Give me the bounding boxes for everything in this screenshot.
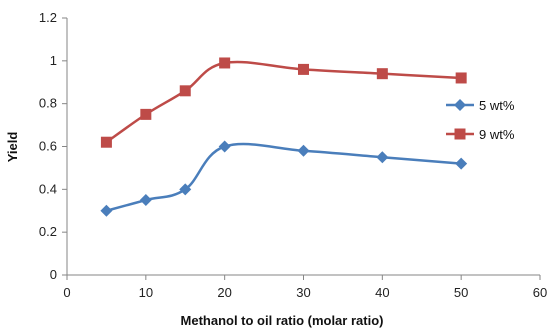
plot-area: 0 10 20 30 40 50 60 0 0.2 0.4 0.6 0.8 1 1.2 <box>39 10 547 300</box>
y-tick-label: 0.2 <box>39 224 57 239</box>
legend-item: 5 wt% <box>446 98 515 113</box>
y-tick-label: 0 <box>50 267 57 282</box>
data-point <box>218 140 231 153</box>
series-line <box>105 60 462 144</box>
x-tick-label: 0 <box>63 285 70 300</box>
x-tick-label: 40 <box>375 285 389 300</box>
y-tick-label: 1.2 <box>39 10 57 25</box>
data-point <box>179 85 191 97</box>
legend-label: 5 wt% <box>479 98 515 113</box>
data-point <box>100 136 112 148</box>
x-tick-label: 10 <box>139 285 153 300</box>
y-axis-title: Yield <box>5 132 20 163</box>
legend-item: 9 wt% <box>446 127 515 142</box>
data-point <box>219 57 231 69</box>
data-point <box>298 63 309 75</box>
data-point <box>139 194 152 207</box>
data-point <box>376 151 389 164</box>
y-tick-label: 1 <box>50 53 57 68</box>
data-point <box>140 108 152 120</box>
data-point <box>100 204 113 217</box>
x-tick-group: 0 10 20 30 40 50 60 <box>63 275 547 300</box>
data-point <box>455 72 467 84</box>
data-point <box>455 157 468 170</box>
x-tick-label: 60 <box>533 285 547 300</box>
x-tick-label: 30 <box>296 285 310 300</box>
x-tick-label: 50 <box>454 285 468 300</box>
x-axis-title: Methanol to oil ratio (molar ratio) <box>181 313 384 328</box>
legend: 5 wt% 9 wt% <box>446 98 515 142</box>
data-point <box>376 68 388 80</box>
legend-label: 9 wt% <box>479 127 515 142</box>
series-line <box>106 142 462 212</box>
data-point <box>297 144 310 157</box>
legend-marker <box>454 128 466 140</box>
legend-marker <box>454 99 466 111</box>
series-2 <box>100 57 467 148</box>
y-tick-group: 0 0.2 0.4 0.6 0.8 1 1.2 <box>39 10 67 282</box>
y-tick-label: 0.6 <box>39 139 57 154</box>
series-1 <box>100 140 468 217</box>
data-point <box>179 183 192 196</box>
y-tick-label: 0.4 <box>39 181 57 196</box>
x-tick-label: 20 <box>217 285 231 300</box>
series-group <box>100 57 468 217</box>
y-tick-label: 0.8 <box>39 96 57 111</box>
